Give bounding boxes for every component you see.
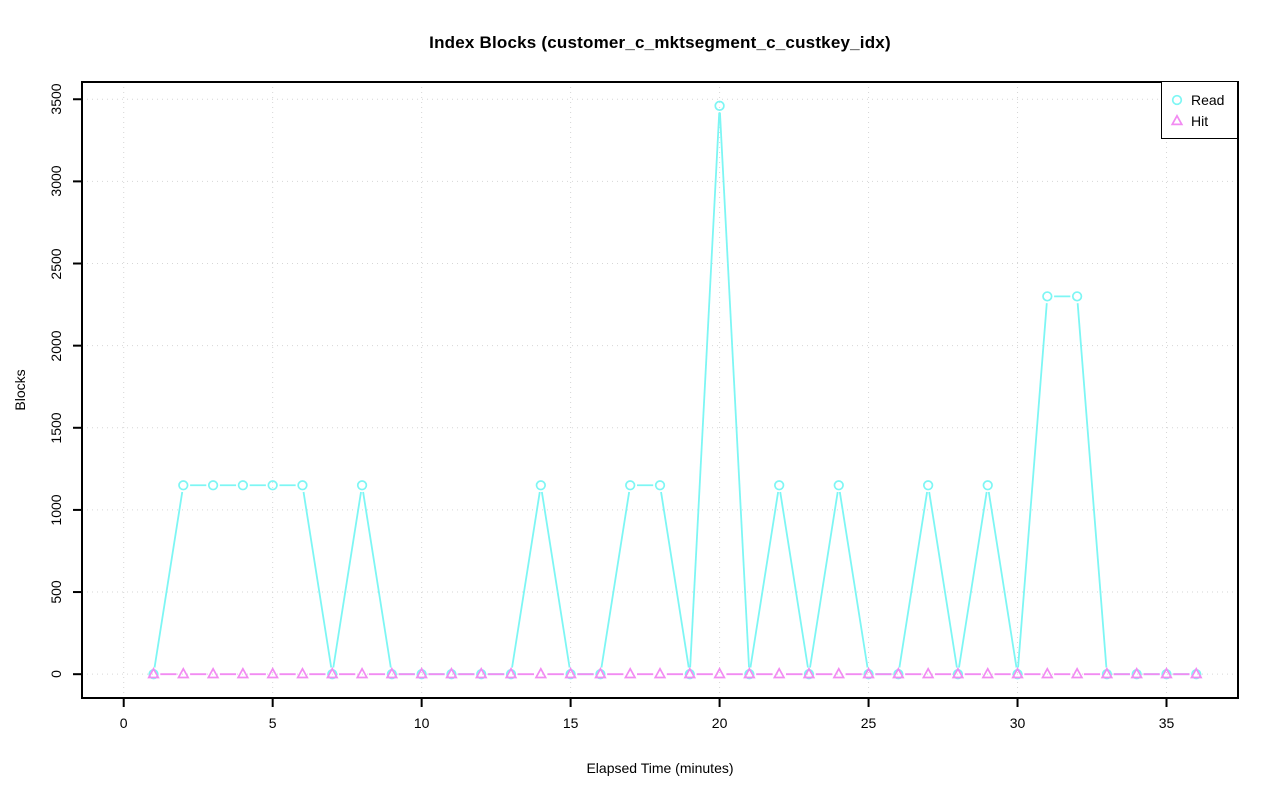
hit-data-point <box>147 667 160 679</box>
legend-item-read: Read <box>1170 91 1237 109</box>
read-data-point <box>654 480 666 491</box>
hit-data-point <box>1190 667 1203 679</box>
hit-data-point <box>921 667 935 679</box>
x-tick-label: 30 <box>1009 715 1026 731</box>
hit-data-point <box>445 667 458 679</box>
hit-data-point <box>832 667 846 679</box>
hit-data-point <box>206 667 220 679</box>
read-data-point <box>1071 291 1083 302</box>
x-tick-label: 25 <box>860 715 877 731</box>
y-tick-label: 1000 <box>48 494 64 526</box>
read-data-point <box>774 480 785 491</box>
hit-data-point <box>623 667 637 679</box>
chart-title: Index Blocks (customer_c_mktsegment_c_cu… <box>429 33 891 52</box>
legend: Read Hit <box>1161 81 1238 139</box>
hit-data-point <box>772 667 786 679</box>
hit-data-point <box>236 667 250 679</box>
read-data-point <box>535 480 546 491</box>
y-tick-label: 2000 <box>48 330 64 362</box>
x-tick-label: 5 <box>268 715 277 731</box>
hit-data-point <box>266 667 279 679</box>
x-tick-label: 20 <box>711 715 728 731</box>
read-circle-marker-icon <box>1171 94 1183 105</box>
read-data-point <box>267 480 278 491</box>
hit-data-point <box>326 667 339 679</box>
legend-label-hit: Hit <box>1191 112 1209 129</box>
hit-data-point <box>1100 667 1114 679</box>
read-data-point <box>1042 291 1053 302</box>
hit-data-point <box>892 667 905 679</box>
y-tick-label: 500 <box>48 580 64 604</box>
hit-data-point <box>802 667 816 679</box>
x-axis-label: Elapsed Time (minutes) <box>586 760 734 776</box>
y-tick-label: 0 <box>48 670 64 679</box>
hit-data-point <box>981 667 994 679</box>
hit-data-point <box>355 667 369 679</box>
legend-label-read: Read <box>1191 91 1225 108</box>
hit-data-point <box>177 667 190 679</box>
plot-frame <box>73 81 1239 707</box>
read-data-point <box>982 480 993 491</box>
hit-data-point <box>1011 667 1024 679</box>
hit-data-point <box>504 667 518 679</box>
legend-item-hit: Hit <box>1170 112 1237 130</box>
hit-data-point <box>594 667 607 679</box>
hit-data-point <box>534 667 548 679</box>
read-data-point <box>714 100 725 111</box>
hit-data-point <box>653 667 667 679</box>
x-tick-label: 10 <box>413 715 430 731</box>
hit-data-point <box>1160 667 1173 679</box>
hit-data-point <box>296 667 309 679</box>
read-data-point <box>297 480 308 491</box>
hit-data-point <box>683 667 697 679</box>
hit-data-point <box>713 667 726 679</box>
gridlines <box>82 82 1238 698</box>
hit-data-point <box>1070 667 1084 679</box>
hit-data-point <box>385 667 399 679</box>
hit-data-point <box>564 667 577 679</box>
y-tick-label: 1500 <box>48 412 64 444</box>
hit-data-point <box>415 667 428 679</box>
hit-data-point <box>862 667 875 679</box>
hit-data-point <box>951 667 965 679</box>
y-tick-label: 2500 <box>48 247 64 280</box>
hit-triangle-marker-icon <box>1170 113 1184 125</box>
y-axis-label: Blocks <box>12 369 28 411</box>
read-data-point <box>833 480 844 491</box>
x-tick-label: 0 <box>119 715 128 731</box>
read-data-point <box>625 480 636 491</box>
series-hit <box>147 667 1203 679</box>
hit-data-point <box>1130 667 1143 679</box>
read-data-point <box>356 480 368 491</box>
hit-data-point <box>1041 667 1054 679</box>
hit-data-point <box>474 667 488 679</box>
hit-data-point <box>743 667 756 679</box>
read-data-point <box>207 480 219 491</box>
x-tick-label: 15 <box>562 715 579 731</box>
read-data-point <box>178 480 189 491</box>
x-tick-label: 35 <box>1158 715 1175 731</box>
y-tick-label: 3500 <box>48 83 64 115</box>
y-tick-label: 3000 <box>48 165 64 197</box>
read-data-point <box>237 480 249 491</box>
read-data-point <box>922 480 934 491</box>
